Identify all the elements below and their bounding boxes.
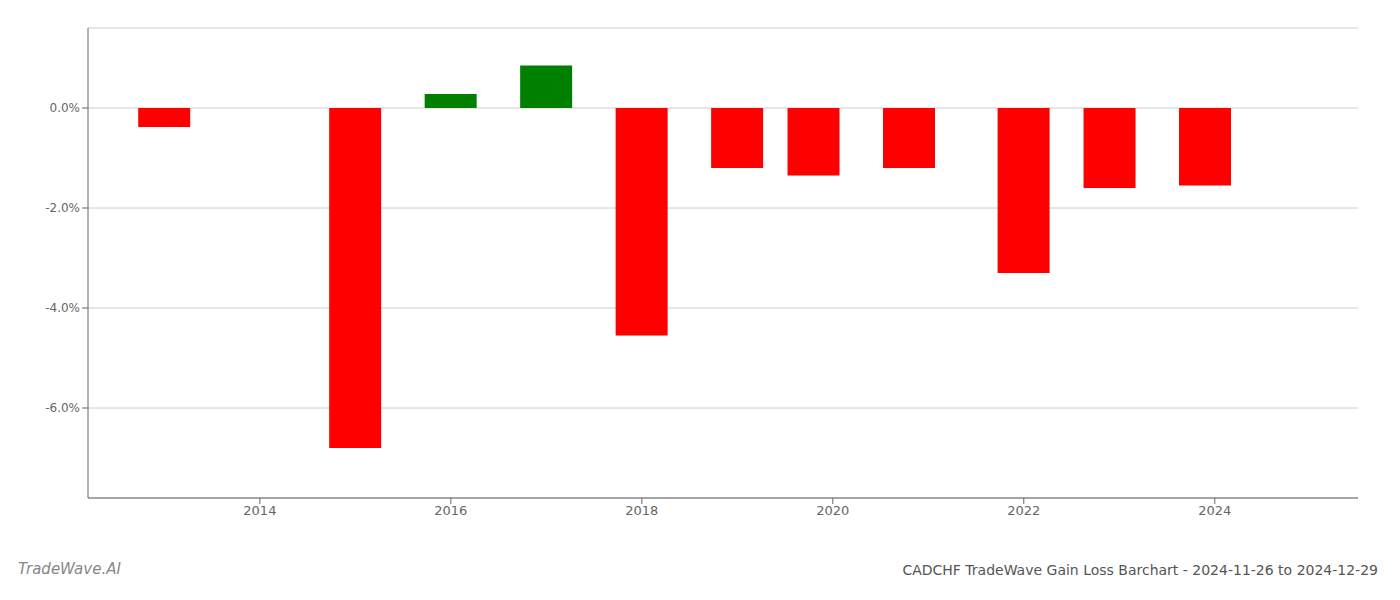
html-text:TradeWave.AI: TradeWave.AI [18, 560, 121, 578]
svg-text:2024: 2024 [1198, 503, 1231, 518]
svg-text:2018: 2018 [625, 503, 658, 518]
svg-text:2020: 2020 [816, 503, 849, 518]
svg-text:-2.0%: -2.0% [45, 201, 80, 215]
svg-text:2022: 2022 [1007, 503, 1040, 518]
svg-text:2016: 2016 [434, 503, 467, 518]
svg-text:-6.0%: -6.0% [45, 401, 80, 415]
svg-text:2014: 2014 [243, 503, 276, 518]
html-text:CADCHF TradeWave Gain Loss Bar: CADCHF TradeWave Gain Loss Barchart - 20… [902, 562, 1378, 578]
svg-text:0.0%: 0.0% [50, 101, 81, 115]
svg-text:-4.0%: -4.0% [45, 301, 80, 315]
